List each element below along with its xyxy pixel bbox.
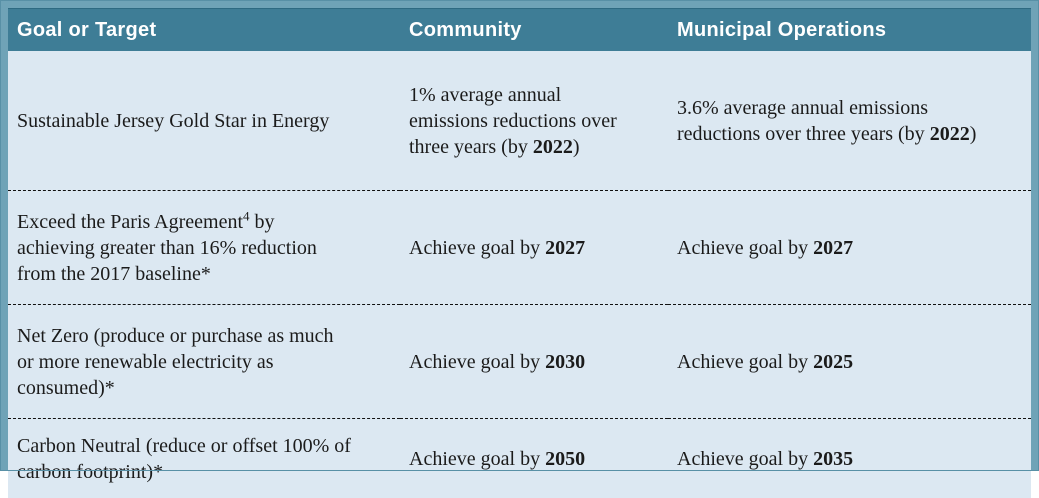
target-year: 2025 xyxy=(813,351,853,373)
cell-municipal: Achieve goal by 2035 xyxy=(668,419,1031,498)
header-goal-or-target: Goal or Target xyxy=(8,9,400,52)
cell-community: Achieve goal by 2050 xyxy=(400,419,668,498)
municipal-text: 3.6% average annual emissions reductions… xyxy=(677,97,930,145)
cell-municipal: Achieve goal by 2025 xyxy=(668,305,1031,419)
community-text: Achieve goal by xyxy=(409,448,545,470)
target-year: 2030 xyxy=(545,351,585,373)
target-year: 2022 xyxy=(930,123,970,145)
cell-community: Achieve goal by 2030 xyxy=(400,305,668,419)
community-text: 1% average annual emissions reductions o… xyxy=(409,84,617,158)
cell-community: 1% average annual emissions reductions o… xyxy=(400,51,668,191)
community-text: Achieve goal by xyxy=(409,351,545,373)
cell-municipal: Achieve goal by 2027 xyxy=(668,191,1031,305)
goal-text: Carbon Neutral (reduce or offset 100% of… xyxy=(17,435,351,483)
table-row-gold-star: Sustainable Jersey Gold Star in Energy 1… xyxy=(8,51,1031,191)
goals-table-frame: Goal or Target Community Municipal Opera… xyxy=(0,0,1039,471)
cell-goal: Exceed the Paris Agreement4 by achieving… xyxy=(8,191,400,305)
target-year: 2050 xyxy=(545,448,585,470)
goal-text: Net Zero (produce or purchase as much or… xyxy=(17,325,334,399)
table-header-row: Goal or Target Community Municipal Opera… xyxy=(8,9,1031,52)
goal-text: Sustainable Jersey Gold Star in Energy xyxy=(17,110,329,132)
table-row-net-zero: Net Zero (produce or purchase as much or… xyxy=(8,305,1031,419)
municipal-text: Achieve goal by xyxy=(677,237,813,259)
goal-text: Exceed the Paris Agreement xyxy=(17,211,243,233)
header-municipal-operations: Municipal Operations xyxy=(668,9,1031,52)
cell-goal: Carbon Neutral (reduce or offset 100% of… xyxy=(8,419,400,498)
cell-community: Achieve goal by 2027 xyxy=(400,191,668,305)
goals-table: Goal or Target Community Municipal Opera… xyxy=(8,8,1031,498)
table-row-paris-agreement: Exceed the Paris Agreement4 by achieving… xyxy=(8,191,1031,305)
cell-municipal: 3.6% average annual emissions reductions… xyxy=(668,51,1031,191)
community-text: Achieve goal by xyxy=(409,237,545,259)
cell-goal: Sustainable Jersey Gold Star in Energy xyxy=(8,51,400,191)
table-row-carbon-neutral: Carbon Neutral (reduce or offset 100% of… xyxy=(8,419,1031,498)
target-year: 2027 xyxy=(545,237,585,259)
target-year: 2022 xyxy=(533,136,573,158)
target-year: 2035 xyxy=(813,448,853,470)
municipal-text: Achieve goal by xyxy=(677,351,813,373)
target-year: 2027 xyxy=(813,237,853,259)
header-community: Community xyxy=(400,9,668,52)
municipal-text: Achieve goal by xyxy=(677,448,813,470)
cell-goal: Net Zero (produce or purchase as much or… xyxy=(8,305,400,419)
